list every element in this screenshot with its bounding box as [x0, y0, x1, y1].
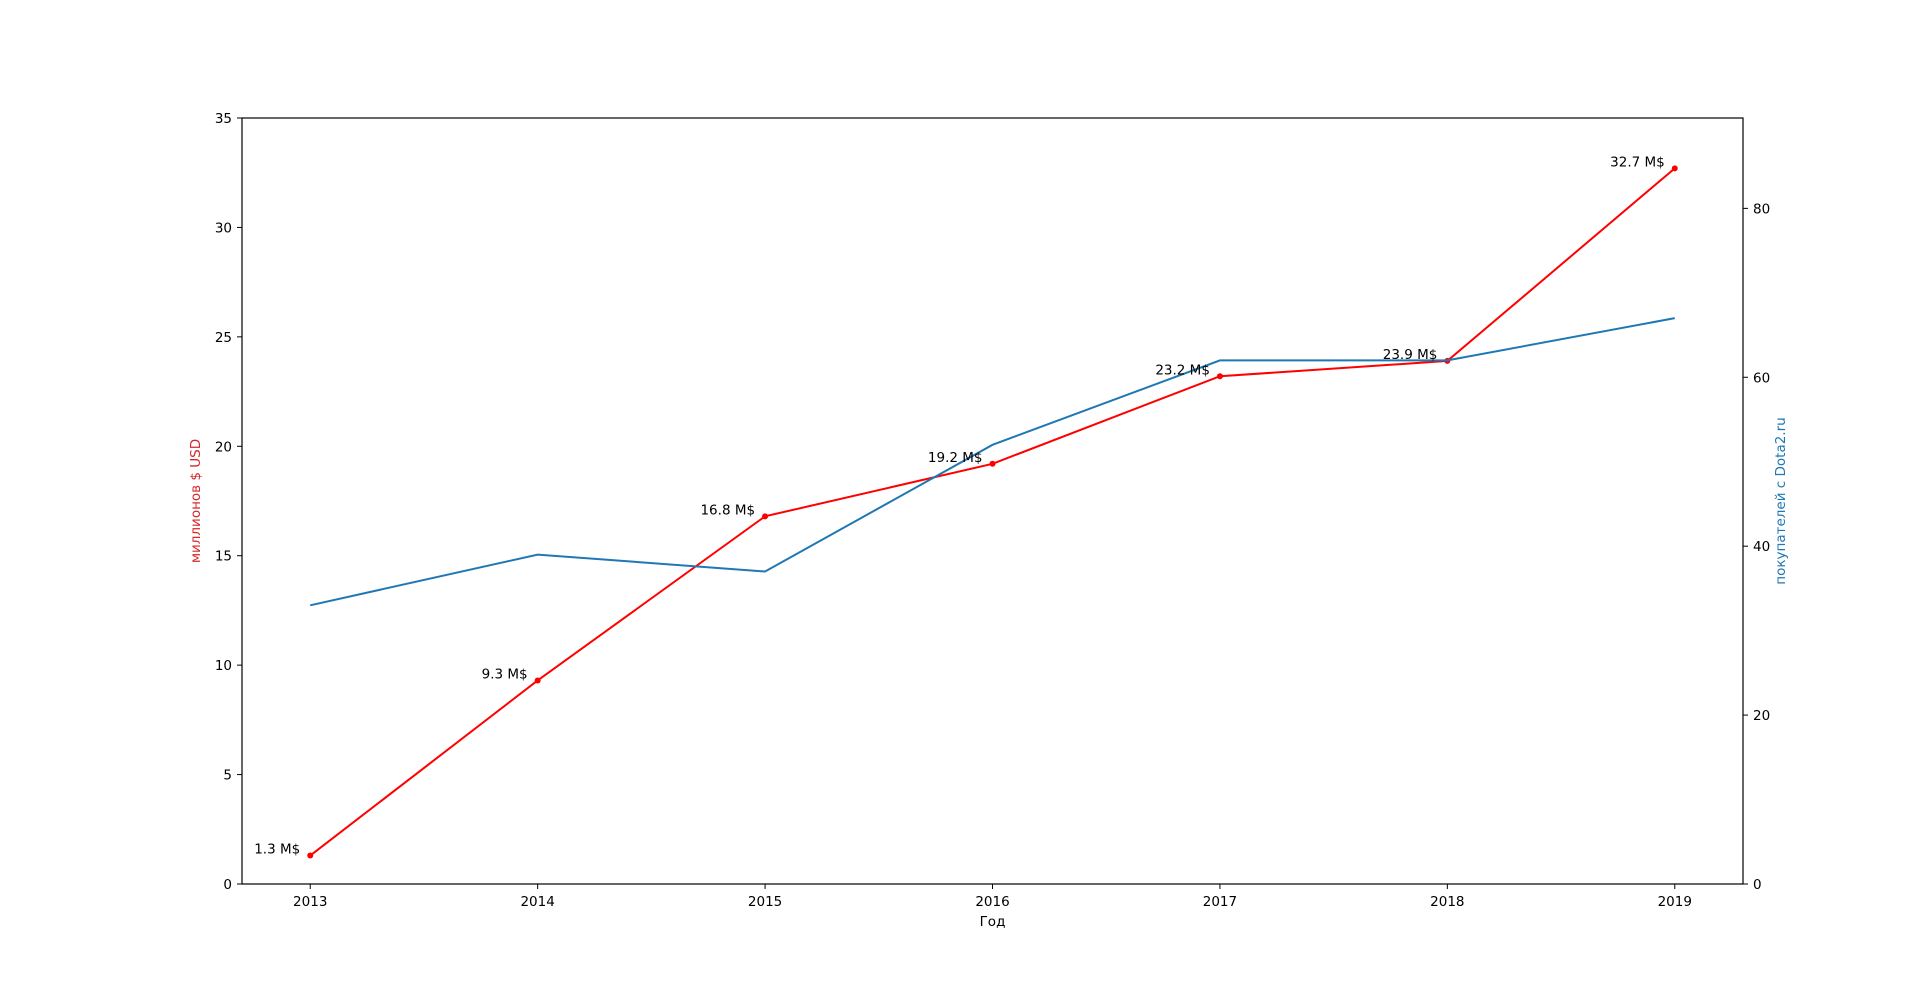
- data-point: [1216, 373, 1223, 380]
- data-label: 19.2 M$: [928, 450, 983, 466]
- y-right-tick-label: 0: [1753, 877, 1762, 893]
- data-point: [989, 460, 996, 467]
- series-layer: [307, 165, 1678, 859]
- y-axis-right-label: покупателей с Dota2.ru: [1773, 417, 1789, 584]
- data-label: 16.8 M$: [700, 502, 755, 518]
- x-tick-label: 2015: [748, 894, 782, 910]
- y-left-tick-label: 0: [223, 877, 232, 893]
- x-tick-label: 2014: [520, 894, 554, 910]
- y-left-tick-label: 5: [223, 768, 232, 784]
- x-tick-label: 2016: [975, 894, 1009, 910]
- y-right-tick-label: 80: [1753, 201, 1770, 217]
- y-left-tick-label: 25: [215, 330, 232, 346]
- data-label: 23.2 M$: [1155, 362, 1210, 378]
- data-label: 1.3 M$: [254, 842, 300, 858]
- data-point: [534, 677, 541, 684]
- y-left-tick-label: 15: [215, 549, 232, 565]
- series-line-buyers: [310, 317, 1675, 607]
- y-axis-left-label: миллионов $ USD: [188, 439, 204, 563]
- y-right-tick-label: 20: [1753, 708, 1770, 724]
- y-left-tick-label: 35: [215, 111, 232, 127]
- y-left-tick-label: 20: [215, 439, 232, 455]
- x-axis-label: Год: [980, 914, 1006, 930]
- data-label: 32.7 M$: [1610, 154, 1665, 170]
- x-tick-label: 2013: [293, 894, 327, 910]
- data-point: [762, 513, 769, 520]
- x-tick-label: 2018: [1430, 894, 1464, 910]
- data-label: 9.3 M$: [482, 666, 528, 682]
- x-tick-label: 2019: [1658, 894, 1692, 910]
- y-left-tick-label: 30: [215, 220, 232, 236]
- y-left-tick-label: 10: [215, 658, 232, 674]
- axes-layer: 2013 2014 2015 2016 2017 2018 2019 0 5 10 15 20 25 30…: [215, 111, 1770, 910]
- y-right-tick-label: 60: [1753, 370, 1770, 386]
- data-point: [307, 852, 314, 859]
- x-tick-label: 2017: [1203, 894, 1237, 910]
- data-label: 23.9 M$: [1383, 347, 1438, 363]
- data-point: [1671, 165, 1678, 172]
- y-right-tick-label: 40: [1753, 539, 1770, 555]
- data-labels-layer: 1.3 M$ 9.3 M$ 16.8 M$ 19.2 M$ 23.2 M$ 23.9 M$…: [254, 154, 1665, 857]
